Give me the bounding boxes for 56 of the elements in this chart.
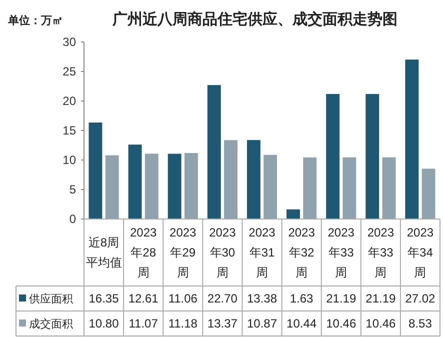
data-label: 10.44 bbox=[286, 316, 317, 330]
data-label: 11.07 bbox=[128, 316, 158, 330]
data-label: 10.80 bbox=[88, 316, 120, 330]
bar bbox=[342, 157, 356, 219]
bar bbox=[326, 94, 340, 219]
y-tick-label: 5 bbox=[69, 182, 76, 196]
data-label: 16.35 bbox=[88, 292, 120, 306]
data-label: 13.38 bbox=[246, 292, 278, 306]
bar bbox=[405, 60, 419, 219]
bar bbox=[366, 94, 380, 219]
y-tick-label: 10 bbox=[62, 153, 76, 167]
bar bbox=[303, 157, 317, 219]
legend-label: 供应面积 bbox=[29, 292, 73, 306]
y-tick-label: 25 bbox=[62, 64, 76, 78]
data-label: 10.46 bbox=[366, 316, 396, 330]
y-tick-label: 0 bbox=[69, 212, 76, 226]
data-label: 10.46 bbox=[326, 316, 356, 330]
bar bbox=[246, 140, 260, 219]
x-tick-label: 2023年31周 bbox=[248, 226, 276, 280]
x-tick-label: 2023年33周 bbox=[367, 226, 394, 280]
bar bbox=[422, 168, 436, 219]
y-axis-title: 单位：万㎡ bbox=[7, 14, 63, 27]
y-tick-label: 20 bbox=[62, 94, 76, 108]
data-label: 22.70 bbox=[207, 292, 238, 306]
x-tick-label: 2023年32周 bbox=[288, 226, 316, 280]
data-label: 1.63 bbox=[290, 292, 314, 306]
x-tick-label: 2023年34周 bbox=[406, 226, 434, 280]
y-tick-label: 30 bbox=[62, 35, 76, 49]
legend-label: 成交面积 bbox=[29, 318, 73, 330]
bar bbox=[264, 154, 278, 219]
data-label: 12.61 bbox=[128, 292, 159, 306]
x-tick-label: 2023年30周 bbox=[209, 226, 236, 280]
data-label: 21.19 bbox=[366, 292, 396, 306]
bar bbox=[88, 122, 102, 219]
bar bbox=[207, 85, 221, 219]
bar bbox=[144, 154, 158, 219]
x-tick-label: 2023年33周 bbox=[328, 226, 355, 280]
bar bbox=[224, 140, 238, 219]
y-tick-label: 15 bbox=[62, 124, 76, 138]
data-label: 11.06 bbox=[168, 292, 198, 306]
x-tick-label: 近8周平均值 bbox=[86, 236, 122, 270]
bar bbox=[286, 209, 300, 219]
data-label: 13.37 bbox=[207, 316, 238, 330]
bar bbox=[184, 153, 198, 219]
bar bbox=[128, 144, 142, 219]
chart-title: 广州近八周商品住宅供应、成交面积走势图 bbox=[112, 10, 398, 28]
bar bbox=[382, 157, 396, 219]
data-label: 27.02 bbox=[405, 292, 436, 306]
data-label: 21.19 bbox=[326, 292, 356, 306]
data-label: 11.18 bbox=[168, 316, 198, 330]
bar bbox=[168, 154, 182, 219]
data-label: 10.87 bbox=[246, 316, 278, 330]
x-tick-label: 2023年29周 bbox=[170, 226, 197, 280]
x-tick-label: 2023年28周 bbox=[130, 226, 158, 280]
bar bbox=[105, 155, 119, 219]
data-label: 8.53 bbox=[408, 316, 432, 330]
